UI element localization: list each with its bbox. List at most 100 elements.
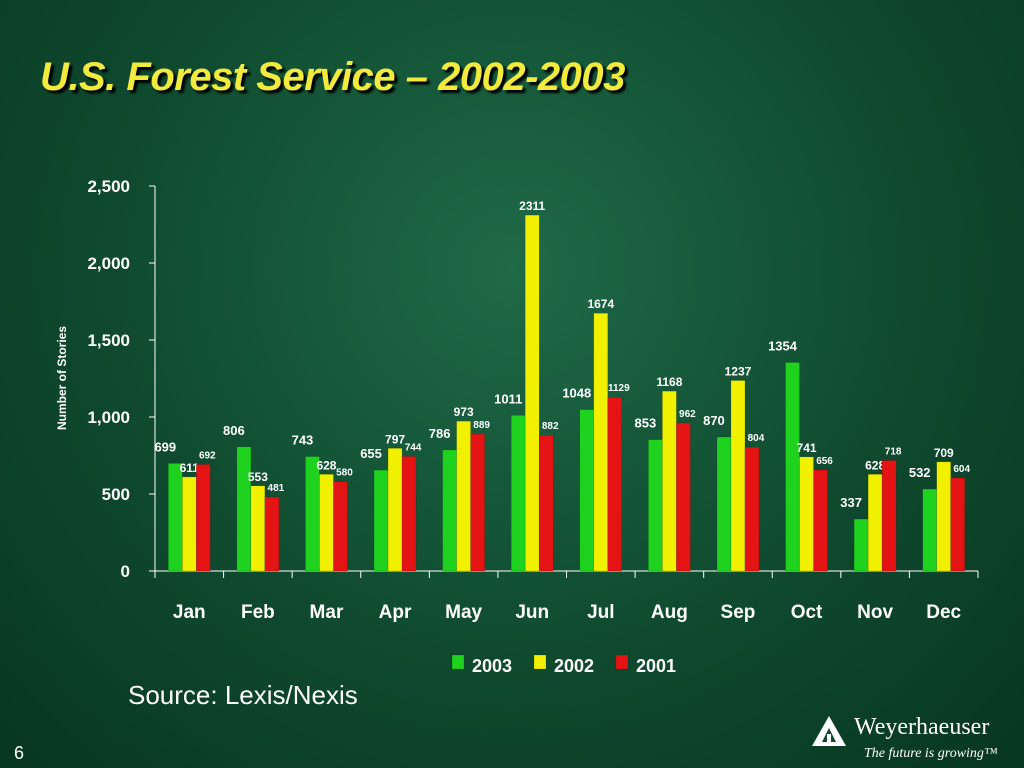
bar-2001 xyxy=(196,464,211,572)
data-label-2002: 628 xyxy=(865,458,885,472)
data-label-2001: 804 xyxy=(748,433,765,444)
bar-2003 xyxy=(785,362,800,572)
bar-2002 xyxy=(936,461,951,572)
logo-tagline: The future is growing™ xyxy=(864,746,998,761)
bar-2003 xyxy=(648,439,663,572)
bar-2002 xyxy=(456,420,471,572)
y-axis-title: Number of Stories xyxy=(55,326,69,430)
slide-title: U.S. Forest Service – 2002-2003 xyxy=(40,55,625,99)
data-label-2002: 611 xyxy=(180,461,200,475)
data-label-2002: 1674 xyxy=(587,297,614,311)
bar-2001 xyxy=(813,469,828,572)
bar-2003 xyxy=(442,449,457,572)
x-tick-label: Oct xyxy=(791,602,823,623)
bar-2003 xyxy=(853,518,869,572)
bar-2003 xyxy=(305,456,320,572)
bar-2001 xyxy=(264,496,280,572)
data-label-2003: 1011 xyxy=(494,391,522,406)
x-tick-label: Mar xyxy=(310,602,344,623)
data-label-2001: 656 xyxy=(816,456,833,467)
bar-2002 xyxy=(662,390,677,572)
data-label-2001: 882 xyxy=(542,421,559,432)
legend-label-2003: 2003 xyxy=(472,656,512,676)
data-label-2003: 853 xyxy=(635,416,657,431)
data-label-2002: 1168 xyxy=(656,375,682,389)
data-label-2001: 744 xyxy=(405,442,422,453)
data-label-2003: 870 xyxy=(703,413,725,428)
data-label-2003: 1354 xyxy=(768,338,798,353)
bar-2001 xyxy=(607,396,623,572)
y-tick-label: 500 xyxy=(102,485,130,504)
legend-swatch-2003 xyxy=(451,654,465,670)
bar-2001 xyxy=(333,481,348,572)
legend-swatch-2002 xyxy=(533,654,547,670)
source-caption: Source: Lexis/Nexis xyxy=(128,680,358,710)
data-label-2002: 709 xyxy=(934,446,954,460)
bar-2002 xyxy=(593,312,609,572)
legend-swatch-2001 xyxy=(615,654,629,670)
bar-2003 xyxy=(716,436,732,572)
bar-2003 xyxy=(922,488,937,572)
data-label-2003: 806 xyxy=(223,423,245,438)
y-tick-label: 1,000 xyxy=(87,408,130,427)
bar-2001 xyxy=(676,422,691,572)
data-label-2003: 1048 xyxy=(562,386,591,401)
bar-2002 xyxy=(319,474,334,572)
data-label-2001: 962 xyxy=(679,409,696,420)
bar-2002 xyxy=(524,214,540,572)
x-tick-label: Sep xyxy=(721,602,756,623)
data-label-2001: 718 xyxy=(885,446,902,457)
legend-label-2001: 2001 xyxy=(636,656,676,676)
bar-chart: 0 500 1,000 1,500 2,000 2,500 Number of Storie… xyxy=(55,177,970,676)
legend-label-2002: 2002 xyxy=(554,656,594,676)
x-tick-label: Feb xyxy=(241,602,275,623)
bar-2002 xyxy=(250,485,266,572)
data-label-2001: 1129 xyxy=(608,383,630,394)
y-tick-label: 1,500 xyxy=(87,331,130,350)
bar-2001 xyxy=(881,460,897,572)
y-tick-label: 0 xyxy=(121,562,130,581)
data-label-2003: 532 xyxy=(909,465,931,480)
data-label-2002: 741 xyxy=(797,441,817,455)
bar-2003 xyxy=(510,415,526,572)
x-tick-label: Dec xyxy=(926,602,961,623)
x-tick-label: Aug xyxy=(651,602,688,623)
x-tick-label: Jul xyxy=(587,602,614,623)
y-tick-label: 2,000 xyxy=(87,254,130,273)
bar-2003 xyxy=(579,409,595,572)
bar-2003 xyxy=(373,469,389,572)
page-number: 6 xyxy=(14,743,25,763)
bar-2002 xyxy=(730,380,746,572)
x-tick-label: Jan xyxy=(173,602,206,623)
data-label-2003: 699 xyxy=(154,439,176,454)
data-label-2003: 743 xyxy=(292,433,314,448)
bar-2002 xyxy=(799,456,814,572)
data-label-2003: 655 xyxy=(360,446,382,461)
y-tick-label: 2,500 xyxy=(87,177,130,196)
data-label-2002: 628 xyxy=(316,458,336,472)
data-label-2001: 481 xyxy=(268,483,285,494)
bar-2002 xyxy=(387,448,403,572)
bar-2002 xyxy=(182,476,197,572)
bar-2001 xyxy=(950,477,965,572)
x-tick-label: Nov xyxy=(857,602,893,623)
x-tick-label: May xyxy=(445,602,482,623)
data-label-2002: 1237 xyxy=(725,365,752,379)
data-label-2001: 889 xyxy=(473,420,490,431)
data-label-2001: 692 xyxy=(199,450,216,461)
data-label-2001: 580 xyxy=(336,468,353,479)
x-tick-label: Jun xyxy=(515,602,549,623)
bar-2001 xyxy=(538,434,554,572)
data-label-2002: 973 xyxy=(454,405,474,419)
data-label-2002: 797 xyxy=(385,432,405,446)
data-label-2002: 553 xyxy=(248,470,268,484)
x-tick-label: Apr xyxy=(379,602,412,623)
logo-name: Weyerhaeuser xyxy=(854,714,990,740)
data-label-2002: 2311 xyxy=(519,199,545,213)
bar-2003 xyxy=(168,463,183,572)
data-label-2003: 337 xyxy=(840,495,862,510)
data-label-2001: 604 xyxy=(953,464,970,475)
bar-2002 xyxy=(867,474,883,572)
company-logo: Weyerhaeuser The future is growing™ xyxy=(812,708,1012,764)
bar-2001 xyxy=(744,446,760,572)
